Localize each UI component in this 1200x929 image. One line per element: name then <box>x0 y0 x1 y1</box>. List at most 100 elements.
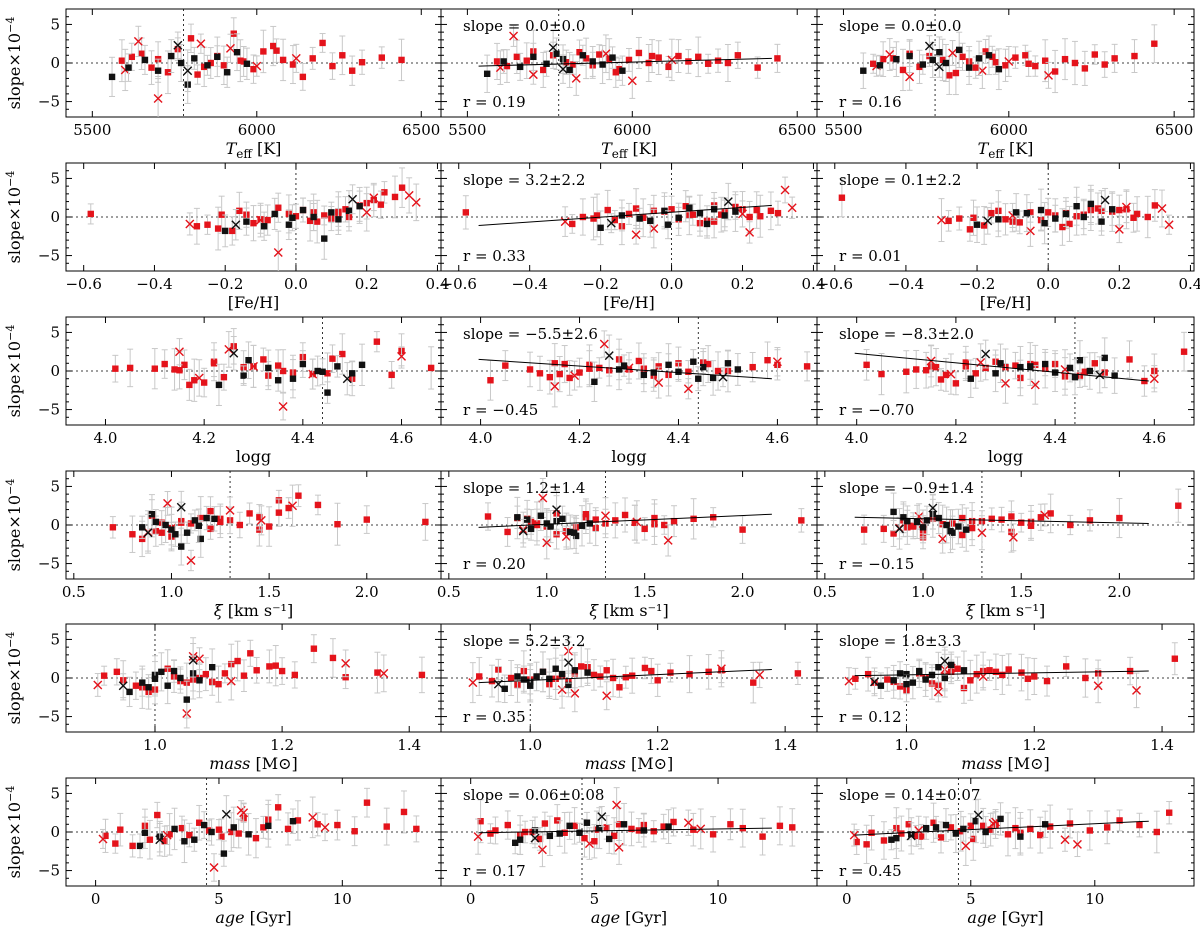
slope-annotation: slope = 1.8±3.3 <box>839 632 961 650</box>
red-cross-point <box>849 830 859 840</box>
y-axis-label-exponent: −4 <box>4 632 17 648</box>
black-square-point <box>952 830 960 837</box>
red-square-point <box>220 373 228 381</box>
black-square-point <box>675 368 682 375</box>
black-square-point <box>221 227 229 235</box>
x-axis-label-main: logg <box>611 447 646 466</box>
black-cross-point <box>176 502 186 512</box>
black-square-point <box>126 688 133 696</box>
red-square-point <box>178 824 186 832</box>
black-square-point <box>1108 206 1116 213</box>
red-cross-point <box>787 203 797 213</box>
red-square-point <box>1094 205 1102 212</box>
red-square-point <box>1165 809 1173 816</box>
red-cross-point <box>509 31 519 41</box>
correlation-annotation: r = 0.20 <box>463 555 526 573</box>
red-square-point <box>1027 522 1035 529</box>
red-square-point <box>863 841 870 848</box>
y-tick-label: −5 <box>38 555 60 573</box>
x-tick-label: 2.0 <box>1107 583 1131 601</box>
red-square-point <box>196 819 203 826</box>
black-cross-point <box>231 220 241 230</box>
red-cross-point <box>550 381 560 391</box>
red-square-point <box>794 670 802 677</box>
x-axis-label-unit: [km s⁻¹] <box>975 601 1046 620</box>
black-square-point <box>162 521 169 529</box>
black-square-point <box>922 676 929 683</box>
black-square-point <box>299 360 307 368</box>
y-axis-label: slope×10−4 <box>4 17 24 110</box>
correlation-annotation: r = 0.17 <box>463 862 526 880</box>
y-tick-label: 5 <box>50 630 60 648</box>
red-square-point <box>714 57 722 64</box>
red-cross-point <box>224 344 234 354</box>
black-square-point <box>586 520 594 527</box>
red-cross-point <box>537 845 547 855</box>
red-square-point <box>252 834 260 842</box>
red-square-point <box>641 525 648 533</box>
black-square-point <box>960 667 968 674</box>
red-cross-point <box>755 670 765 680</box>
red-square-point <box>625 210 633 218</box>
slope-annotation: slope = 5.2±3.2 <box>463 632 585 650</box>
black-square-point <box>686 204 693 211</box>
red-square-point <box>260 824 267 831</box>
x-axis-label-unit: [Gyr] <box>245 908 292 927</box>
black-square-point <box>265 822 272 830</box>
red-square-point <box>675 52 682 60</box>
black-square-point <box>514 673 521 680</box>
red-square-point <box>541 820 549 827</box>
red-square-point <box>612 69 620 76</box>
red-square-point <box>256 514 263 521</box>
red-square-point <box>615 821 623 828</box>
red-square-point <box>1101 61 1108 68</box>
correlation-annotation: r = −0.45 <box>463 401 538 419</box>
y-tick-label: −5 <box>38 708 60 726</box>
red-square-point <box>236 521 244 529</box>
red-square-point <box>158 529 165 536</box>
red-square-point <box>207 59 214 67</box>
x-axis-label: Teff [K] <box>978 139 1034 161</box>
red-square-point <box>992 59 999 66</box>
red-square-point <box>632 205 640 212</box>
red-square-point <box>117 826 124 833</box>
red-square-point <box>1151 40 1158 47</box>
x-tick-label: −0.6 <box>65 275 101 293</box>
slope-annotation: slope = 0.14±0.07 <box>839 786 980 804</box>
x-tick-label: −0.6 <box>441 275 477 293</box>
black-square-point <box>1052 215 1059 222</box>
red-square-point <box>398 56 405 64</box>
x-tick-label: 4.4 <box>291 429 315 447</box>
red-square-point <box>207 507 214 515</box>
red-square-point <box>899 66 907 74</box>
points-group <box>87 167 421 271</box>
black-square-point <box>533 673 540 680</box>
x-axis-label: age [Gyr] <box>967 908 1043 927</box>
red-square-point <box>334 821 341 829</box>
y-tick-label: 0 <box>50 516 60 534</box>
x-tick-label: 1.4 <box>773 736 797 754</box>
red-square-point <box>860 526 868 533</box>
red-square-point <box>1081 65 1089 72</box>
y-axis-label-text: slope×10 <box>5 187 24 263</box>
red-cross-point <box>411 197 421 207</box>
red-square-point <box>314 821 321 828</box>
red-square-point <box>648 52 656 60</box>
red-cross-point <box>584 839 594 849</box>
red-cross-point <box>174 347 184 357</box>
black-square-point <box>151 675 159 682</box>
black-square-point <box>1111 372 1118 379</box>
red-square-point <box>989 53 996 61</box>
black-cross-point <box>894 524 904 534</box>
x-tick-label: 4.6 <box>765 429 789 447</box>
black-square-point <box>947 527 954 535</box>
black-square-point <box>321 235 328 242</box>
red-cross-point <box>948 48 958 58</box>
red-square-point <box>314 501 322 509</box>
x-axis-label-unit: [K] <box>1009 139 1033 158</box>
red-square-point <box>112 840 119 847</box>
x-axis-label-subscript: eff <box>988 147 1005 161</box>
black-square-point <box>164 682 171 689</box>
red-square-point <box>265 523 273 530</box>
black-square-point <box>695 375 702 382</box>
